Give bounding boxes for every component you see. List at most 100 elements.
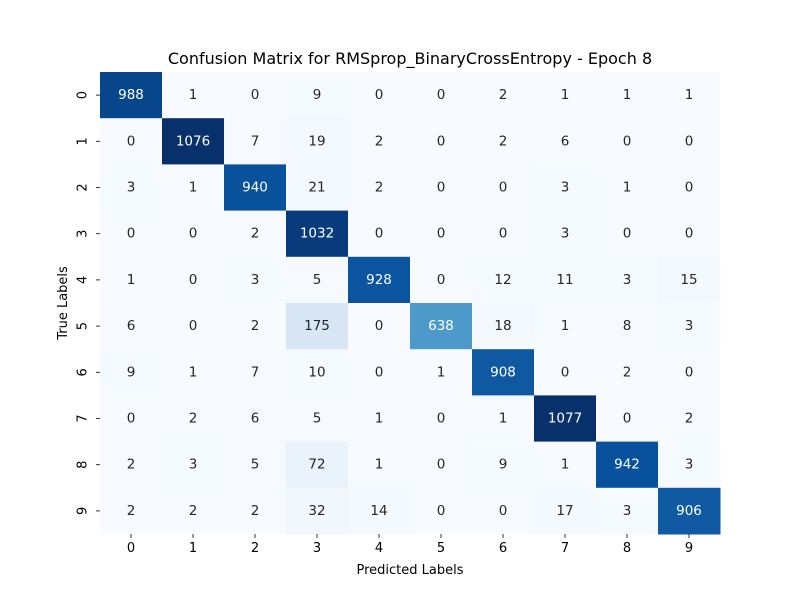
heatmap-cell: [100, 164, 163, 212]
x-axis-label: Predicted Labels: [356, 563, 463, 578]
heatmap-cell: [224, 210, 287, 258]
heatmap-cell: [348, 118, 411, 165]
cell-value-label: 0: [251, 87, 260, 103]
heatmap-cell: [410, 303, 473, 350]
heatmap-cell: [534, 164, 597, 212]
cell-value-label: 0: [437, 503, 446, 519]
cell-value-label: 0: [499, 180, 508, 196]
y-tick-label: 0: [76, 91, 91, 99]
cell-value-label: 0: [623, 226, 632, 242]
heatmap-cell: [596, 349, 659, 396]
heatmap-cell: [596, 395, 659, 443]
cell-value-label: 0: [561, 364, 570, 380]
cell-value-label: 0: [127, 133, 136, 149]
heatmap-cell: [596, 118, 659, 165]
cell-value-label: 0: [189, 272, 198, 288]
x-tick-label: 2: [251, 541, 259, 556]
cell-value-label: 12: [494, 272, 511, 288]
heatmap-cell: [596, 256, 659, 304]
heatmap-cell: [224, 487, 287, 535]
cell-value-label: 942: [614, 457, 640, 473]
heatmap-cell: [286, 164, 349, 212]
x-tick-label: 4: [375, 541, 383, 556]
heatmap-cell: [658, 441, 721, 489]
cell-value-label: 8: [623, 318, 632, 334]
cell-value-label: 0: [375, 318, 384, 334]
cell-value-label: 0: [685, 226, 694, 242]
heatmap-cell: [472, 487, 535, 535]
heatmap-cell: [472, 349, 535, 396]
heatmap-cell: [348, 395, 411, 443]
y-tick-label: 8: [76, 461, 91, 469]
cell-value-label: 0: [623, 411, 632, 427]
cell-value-label: 3: [561, 226, 570, 242]
cell-value-label: 2: [127, 503, 136, 519]
heatmap-cell: [410, 164, 473, 212]
heatmap-cell: [162, 303, 225, 350]
cell-value-label: 1: [623, 87, 632, 103]
cell-value-label: 1: [189, 180, 198, 196]
heatmap-cell: [534, 487, 597, 535]
cell-value-label: 17: [556, 503, 573, 519]
cell-value-label: 1: [685, 87, 694, 103]
cell-value-label: 988: [118, 87, 144, 103]
cell-value-label: 11: [556, 272, 573, 288]
y-tick-label: 5: [76, 322, 91, 330]
y-tick-label: 9: [76, 507, 91, 515]
heatmap-cell: [224, 441, 287, 489]
x-axis-ticks: 0 1 2 3 4 5 6 7 8 9: [127, 534, 693, 556]
heatmap-cell: [224, 395, 287, 443]
heatmap-cell: [410, 118, 473, 165]
heatmap-cell: [100, 210, 163, 258]
cell-value-label: 32: [308, 503, 325, 519]
cell-value-label: 1076: [176, 133, 210, 149]
cell-value-label: 0: [499, 503, 508, 519]
y-tick-label: 1: [76, 137, 91, 145]
cell-value-label: 638: [428, 318, 454, 334]
heatmap-cell: [100, 303, 163, 350]
cell-value-label: 0: [437, 457, 446, 473]
cell-value-label: 5: [313, 272, 322, 288]
cell-value-label: 3: [251, 272, 260, 288]
heatmap-cell: [348, 441, 411, 489]
cell-value-label: 0: [437, 180, 446, 196]
heatmap-cell: [596, 487, 659, 535]
heatmap-cell: [100, 256, 163, 304]
cell-value-label: 3: [685, 457, 694, 473]
y-tick-label: 4: [76, 276, 91, 284]
heatmap-cell: [286, 395, 349, 443]
cell-value-label: 175: [304, 318, 330, 334]
heatmap-cell: [534, 72, 597, 119]
heatmap-cell: [410, 395, 473, 443]
cell-value-label: 1: [561, 318, 570, 334]
cell-value-label: 0: [437, 411, 446, 427]
cell-value-label: 0: [623, 133, 632, 149]
heatmap-cell: [100, 118, 163, 165]
heatmap-cell: [286, 303, 349, 350]
cell-value-label: 1: [561, 457, 570, 473]
heatmap-cell: [162, 487, 225, 535]
heatmap-cell: [100, 72, 163, 119]
heatmap-cell: [472, 164, 535, 212]
heatmap-cell: [534, 395, 597, 443]
heatmap-cell: [410, 487, 473, 535]
cell-value-label: 1: [561, 87, 570, 103]
cell-value-label: 1: [437, 364, 446, 380]
cell-value-label: 2: [251, 318, 260, 334]
cell-value-label: 21: [308, 180, 325, 196]
heatmap-cell: [162, 72, 225, 119]
x-tick-label: 0: [127, 541, 135, 556]
cell-value-label: 2: [375, 133, 384, 149]
cell-value-label: 0: [127, 226, 136, 242]
heatmap-cell: [534, 210, 597, 258]
cell-value-label: 1: [499, 411, 508, 427]
cell-value-label: 1: [127, 272, 136, 288]
cell-value-label: 6: [127, 318, 136, 334]
cell-value-label: 19: [308, 133, 325, 149]
heatmap-cell: [224, 256, 287, 304]
heatmap-cell: [472, 210, 535, 258]
x-tick-label: 3: [313, 541, 321, 556]
heatmap-cell: [658, 210, 721, 258]
cell-value-label: 906: [676, 503, 702, 519]
